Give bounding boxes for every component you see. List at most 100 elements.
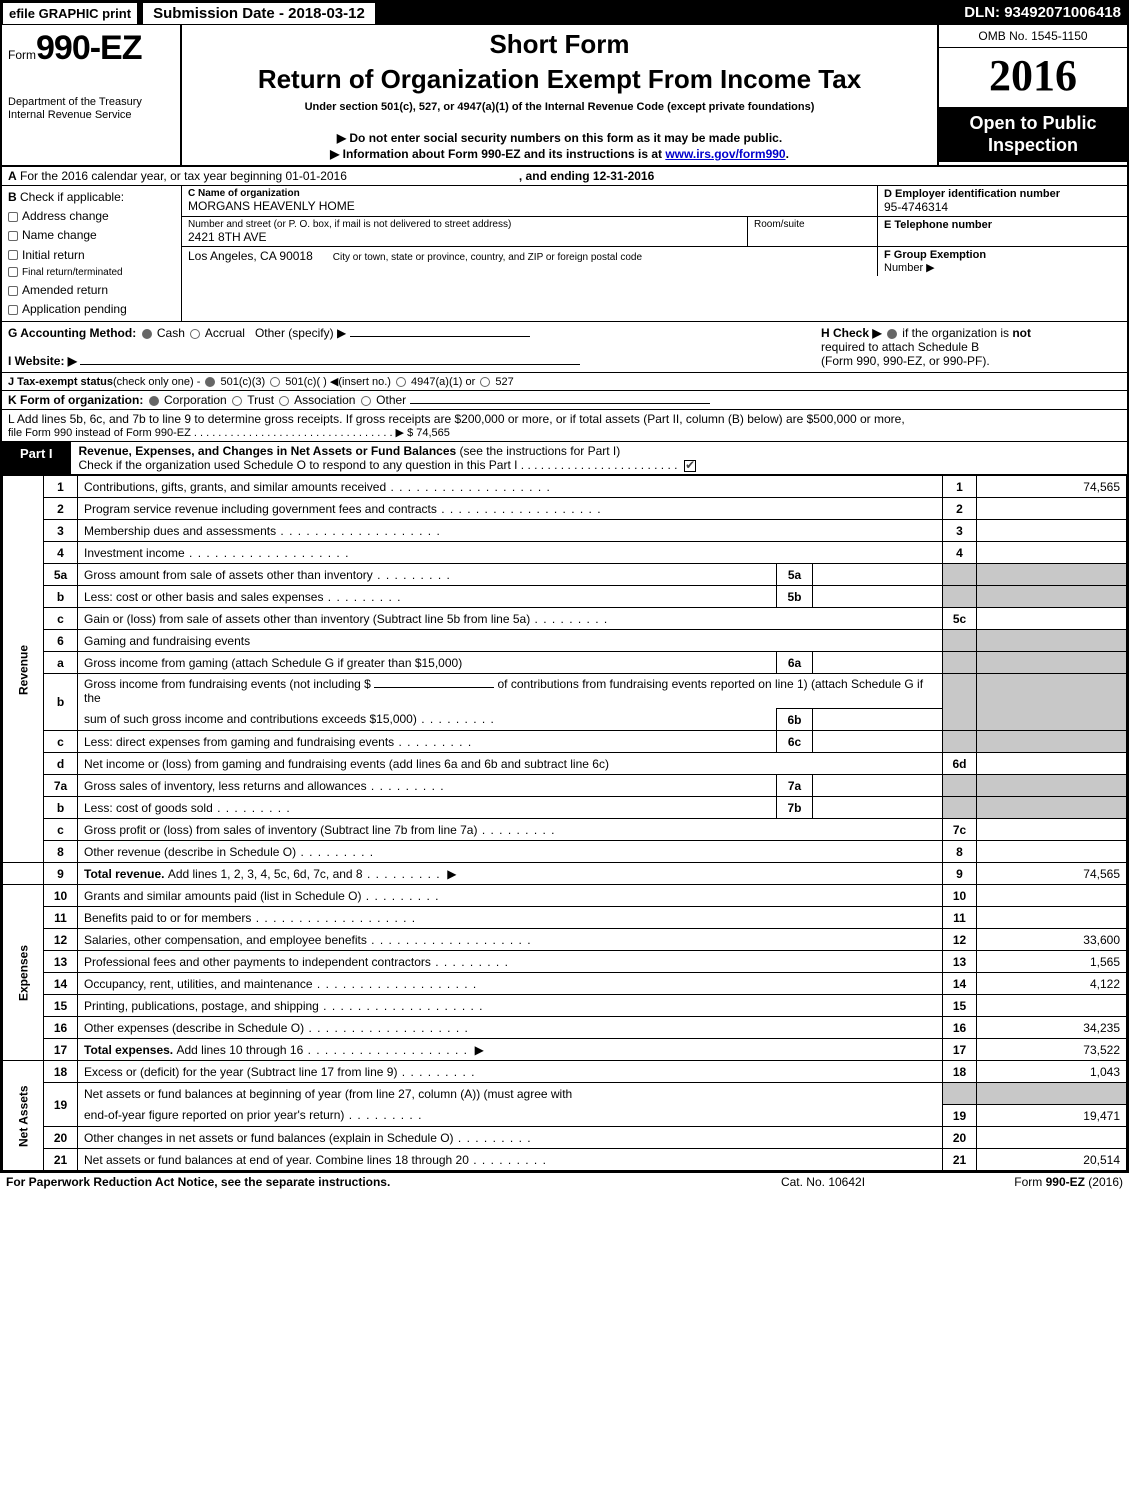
radio-corp[interactable] (149, 396, 159, 406)
print-button[interactable]: efile GRAPHIC print (2, 2, 138, 25)
h-text1: if the organization is (902, 326, 1012, 340)
short-form-title: Short Form (190, 29, 929, 60)
j-opt2: 501(c)( ) ◀(insert no.) (285, 376, 391, 388)
line-7a-grey (943, 775, 977, 797)
part1-title-rest: (see the instructions for Part I) (460, 444, 621, 458)
b-item-1: Name change (22, 228, 97, 242)
line-18-no: 18 (44, 1061, 78, 1083)
k-other-line[interactable] (410, 403, 710, 404)
col-cdef: C Name of organization MORGANS HEAVENLY … (182, 186, 1127, 321)
row-a-ending: , and ending 12-31-2016 (513, 167, 660, 185)
h-label: H Check ▶ (821, 326, 882, 340)
line-14-val: 4,122 (977, 973, 1127, 995)
line-8-desc: Other revenue (describe in Schedule O) (78, 841, 943, 863)
header-mid: Short Form Return of Organization Exempt… (182, 25, 937, 165)
h-not: not (1012, 326, 1031, 340)
inspect-line2: Inspection (943, 135, 1123, 157)
omb-number: OMB No. 1545-1150 (939, 25, 1127, 48)
line-6b-subval (813, 709, 943, 731)
chk-final-return[interactable] (8, 267, 18, 277)
line-16-val: 34,235 (977, 1017, 1127, 1039)
line-5a-greyval (977, 564, 1127, 586)
h-text3: (Form 990, 990-EZ, or 990-PF). (821, 354, 990, 368)
part1-schedule-o-checkbox[interactable] (684, 460, 696, 472)
info-post: . (786, 147, 789, 161)
g-other-line[interactable] (350, 336, 530, 337)
radio-trust[interactable] (232, 396, 242, 406)
radio-cash[interactable] (142, 329, 152, 339)
chk-address-change[interactable] (8, 212, 18, 222)
label-b: B (8, 190, 17, 204)
line-16-no: 16 (44, 1017, 78, 1039)
line-7b-greyval (977, 797, 1127, 819)
chk-amended-return[interactable] (8, 286, 18, 296)
b-text: Check if applicable: (20, 190, 124, 204)
part1-title: Revenue, Expenses, and Changes in Net As… (71, 442, 1127, 474)
radio-527[interactable] (480, 377, 490, 387)
g-cash: Cash (157, 326, 185, 340)
line-18-val: 1,043 (977, 1061, 1127, 1083)
info-link[interactable]: www.irs.gov/form990 (665, 147, 785, 161)
inspect-line1: Open to Public (943, 113, 1123, 135)
line-7b-grey (943, 797, 977, 819)
under-section: Under section 501(c), 527, or 4947(a)(1)… (190, 101, 929, 113)
col-b: B Check if applicable: Address change Na… (2, 186, 182, 321)
line-6c-subval (813, 731, 943, 753)
line-8-val (977, 841, 1127, 863)
line-14-num: 14 (943, 973, 977, 995)
line-21-val: 20,514 (977, 1149, 1127, 1171)
chk-name-change[interactable] (8, 231, 18, 241)
chk-application-pending[interactable] (8, 305, 18, 315)
line-6d-desc: Net income or (loss) from gaming and fun… (78, 753, 943, 775)
line-7b-subval (813, 797, 943, 819)
line-9-no: 9 (44, 863, 78, 885)
line-5a-desc: Gross amount from sale of assets other t… (78, 564, 777, 586)
line-18-desc: Excess or (deficit) for the year (Subtra… (78, 1061, 943, 1083)
i-website-line[interactable] (80, 364, 580, 365)
line-5b-desc: Less: cost or other basis and sales expe… (78, 586, 777, 608)
line-4-no: 4 (44, 542, 78, 564)
line-19-num: 19 (943, 1105, 977, 1127)
c-name-block: C Name of organization MORGANS HEAVENLY … (182, 186, 877, 216)
line-9-num: 9 (943, 863, 977, 885)
chk-initial-return[interactable] (8, 250, 18, 260)
j-label: J Tax-exempt status (8, 376, 113, 388)
b-item-2: Initial return (22, 248, 85, 262)
f-block: F Group Exemption Number ▶ (877, 247, 1127, 276)
radio-accrual[interactable] (190, 329, 200, 339)
j-opt3: 4947(a)(1) or (411, 376, 475, 388)
radio-h[interactable] (887, 329, 897, 339)
line-6a-sub: 6a (777, 652, 813, 674)
org-name: MORGANS HEAVENLY HOME (188, 199, 871, 213)
line-6b-sub: 6b (777, 709, 813, 731)
line-5a-grey (943, 564, 977, 586)
line-13-val: 1,565 (977, 951, 1127, 973)
line-6b-greyval (977, 674, 1127, 731)
line-17-val: 73,522 (977, 1039, 1127, 1061)
f-number: Number ▶ (884, 261, 1121, 274)
header-row: Form990-EZ Department of the Treasury In… (2, 25, 1127, 167)
line-5c-val (977, 608, 1127, 630)
line-6a-greyval (977, 652, 1127, 674)
topbar-spacer (376, 2, 958, 25)
radio-501c[interactable] (270, 377, 280, 387)
line-17-num: 17 (943, 1039, 977, 1061)
radio-assoc[interactable] (279, 396, 289, 406)
line-9-val: 74,565 (977, 863, 1127, 885)
radio-501c3[interactable] (205, 377, 215, 387)
l-text2: file Form 990 instead of Form 990-EZ . .… (8, 426, 1121, 439)
line-19a-desc: Net assets or fund balances at beginning… (78, 1083, 943, 1105)
radio-other[interactable] (361, 396, 371, 406)
line-7b-desc: Less: cost of goods sold (78, 797, 777, 819)
line-7a-no: 7a (44, 775, 78, 797)
line-6b-blank[interactable] (374, 687, 494, 688)
form-number: 990-EZ (36, 29, 142, 67)
addr-value: 2421 8TH AVE (188, 230, 741, 244)
line-16-num: 16 (943, 1017, 977, 1039)
line-12-val: 33,600 (977, 929, 1127, 951)
g-label: G Accounting Method: (8, 326, 136, 340)
gh-left: G Accounting Method: Cash Accrual Other … (8, 326, 821, 368)
dept-treasury: Department of the Treasury (8, 96, 174, 109)
radio-4947[interactable] (396, 377, 406, 387)
line-6b-sum: sum of such gross income and contributio… (78, 709, 777, 731)
